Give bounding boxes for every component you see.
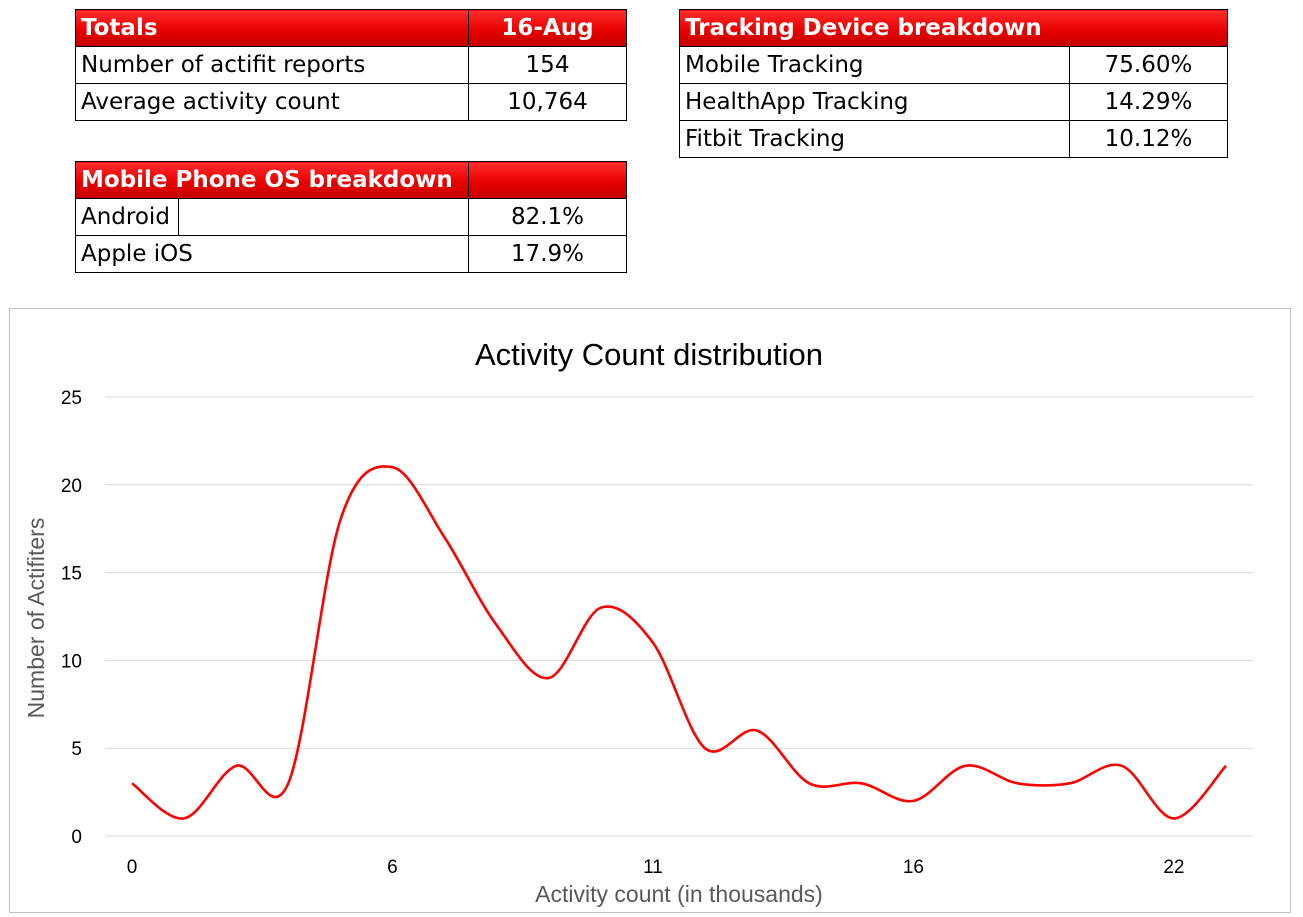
y-tick-label: 5 xyxy=(71,739,82,760)
chart-gridlines xyxy=(105,396,1253,837)
row-value: 17.9% xyxy=(468,235,627,273)
x-axis-title: Activity count (in thousands) xyxy=(535,881,823,907)
x-tick-label: 6 xyxy=(387,857,398,878)
y-tick-label: 10 xyxy=(61,651,82,672)
x-tick-label: 16 xyxy=(903,857,924,878)
table-row: Android 82.1% xyxy=(75,198,627,236)
table-row: Number of actifit reports 154 xyxy=(75,46,627,84)
row-value: 10.12% xyxy=(1069,120,1228,158)
y-tick-label: 0 xyxy=(71,827,82,848)
row-value: 82.1% xyxy=(468,198,627,236)
table-row: Average activity count 10,764 xyxy=(75,83,627,121)
row-label: Fitbit Tracking xyxy=(679,120,1070,158)
row-value: 10,764 xyxy=(468,83,627,121)
row-label: Number of actifit reports xyxy=(75,46,469,84)
y-axis-title: Number of Actifiters xyxy=(23,518,49,719)
os-header-label: Mobile Phone OS breakdown xyxy=(75,161,469,199)
table-row: Apple iOS 17.9% xyxy=(75,235,627,273)
table-row: HealthApp Tracking 14.29% xyxy=(679,83,1228,121)
row-label: HealthApp Tracking xyxy=(679,83,1070,121)
x-axis-ticks: 0 6 11 16 22 xyxy=(127,857,1185,878)
y-axis-ticks: 0 5 10 15 20 25 xyxy=(61,388,82,848)
series-line xyxy=(131,465,1227,820)
mobile-os-table: Mobile Phone OS breakdown Android 82.1% … xyxy=(75,161,627,273)
row-value: 14.29% xyxy=(1069,83,1228,121)
row-label: Mobile Tracking xyxy=(679,46,1070,84)
row-label: Android xyxy=(75,198,179,236)
row-label: Average activity count xyxy=(75,83,469,121)
chart-title: Activity Count distribution xyxy=(475,337,823,372)
x-tick-label: 22 xyxy=(1163,857,1184,878)
totals-header-label: Totals xyxy=(75,9,469,47)
table-header-row: Tracking Device breakdown xyxy=(679,9,1228,47)
activity-count-chart: 0 5 10 15 20 25 0 6 11 16 22 Activity Count distr… xyxy=(9,308,1291,913)
row-value: 154 xyxy=(468,46,627,84)
totals-header-date: 16-Aug xyxy=(468,9,627,47)
totals-table: Totals 16-Aug Number of actifit reports … xyxy=(75,9,627,121)
table-row: Mobile Tracking 75.60% xyxy=(679,46,1228,84)
table-row: Fitbit Tracking 10.12% xyxy=(679,120,1228,158)
y-tick-label: 20 xyxy=(61,476,82,497)
device-header-label: Tracking Device breakdown xyxy=(679,9,1228,47)
chart-canvas: 0 5 10 15 20 25 0 6 11 16 22 Activity Count distr… xyxy=(23,337,1253,907)
table-header-row: Totals 16-Aug xyxy=(75,9,627,47)
y-tick-label: 25 xyxy=(61,388,82,409)
x-tick-label: 0 xyxy=(127,857,138,878)
row-value: 75.60% xyxy=(1069,46,1228,84)
y-tick-label: 15 xyxy=(61,564,82,585)
empty-cell xyxy=(178,198,469,236)
tracking-device-table: Tracking Device breakdown Mobile Trackin… xyxy=(679,9,1228,158)
table-header-row: Mobile Phone OS breakdown xyxy=(75,161,627,199)
os-header-value xyxy=(468,161,627,199)
chart-series xyxy=(131,465,1227,820)
row-label: Apple iOS xyxy=(75,235,469,273)
x-tick-label: 11 xyxy=(643,857,663,878)
